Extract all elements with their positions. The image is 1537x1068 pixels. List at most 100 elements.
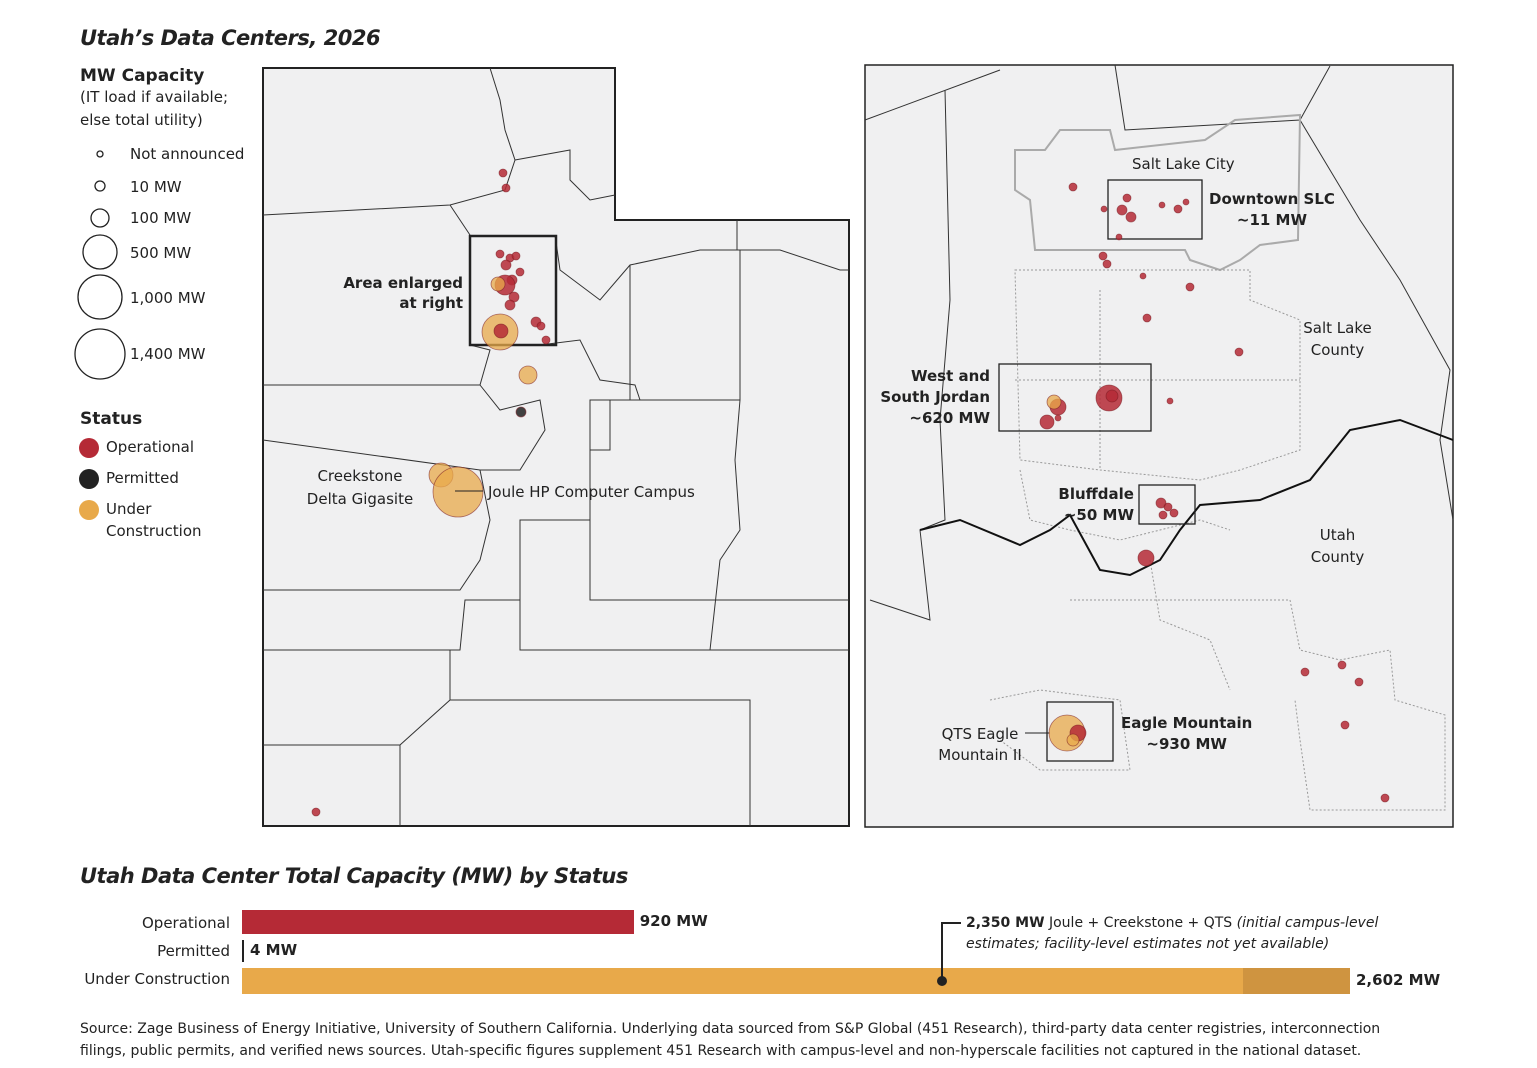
size-circle bbox=[77, 274, 123, 320]
status-legend-title: Status bbox=[80, 409, 143, 429]
operational-site-marker bbox=[493, 323, 509, 339]
under-construction-site-marker bbox=[432, 466, 484, 518]
label-line: Creekstone bbox=[317, 467, 403, 485]
operational-site-marker bbox=[501, 183, 511, 193]
size-circle bbox=[94, 180, 106, 192]
size-circle bbox=[82, 234, 118, 270]
salt-lake-city-boundary bbox=[1014, 113, 1302, 272]
annotation-text: Joule + Creekstone + QTS bbox=[1044, 915, 1237, 931]
inset-boundaries bbox=[864, 64, 1454, 621]
size-legend-circles bbox=[74, 150, 126, 380]
operational-site-marker bbox=[1039, 414, 1055, 430]
legend: MW Capacity (IT load if available; else … bbox=[80, 66, 260, 132]
eagle-mountain-label: Eagle Mountain ~930 MW bbox=[1121, 713, 1252, 755]
operational-site-marker bbox=[1163, 502, 1173, 512]
label-line: Bluffdale bbox=[1058, 485, 1134, 503]
under-construction-site-marker bbox=[1046, 394, 1062, 410]
status-label: Construction bbox=[106, 522, 202, 540]
operational-site-marker bbox=[1354, 677, 1364, 687]
annotation-leader bbox=[941, 922, 961, 924]
label-line: QTS Eagle bbox=[941, 725, 1019, 743]
operational-site-marker bbox=[1380, 793, 1390, 803]
joule-label: Joule HP Computer Campus bbox=[488, 483, 695, 501]
municipal-boundaries bbox=[989, 269, 1446, 811]
size-label: Not announced bbox=[130, 145, 245, 163]
bluffdale-label: Bluffdale ~50 MW bbox=[1040, 484, 1134, 526]
maps bbox=[262, 64, 1454, 828]
operational-site-marker bbox=[1155, 497, 1167, 509]
creekstone-label: Creekstone Delta Gigasite bbox=[290, 465, 430, 511]
annotation-leader bbox=[941, 922, 943, 980]
downtown-slc-label: Downtown SLC ~11 MW bbox=[1209, 189, 1335, 231]
operational-site-marker bbox=[1115, 233, 1123, 241]
size-circle bbox=[90, 208, 110, 228]
label-line: West and bbox=[910, 367, 990, 385]
under-construction-site-marker bbox=[518, 365, 538, 385]
bar-value-label: 920 MW bbox=[639, 912, 708, 930]
bar-value-label: 2,602 MW bbox=[1356, 971, 1441, 989]
county-line bbox=[919, 418, 1454, 577]
operational-site-marker bbox=[1340, 720, 1350, 730]
size-circle bbox=[74, 328, 126, 380]
operational-site-marker bbox=[1234, 347, 1244, 357]
label-line: South Jordan bbox=[880, 388, 990, 406]
operational-site-marker bbox=[515, 267, 525, 277]
slc-label: Salt Lake City bbox=[1132, 155, 1235, 173]
operational-site-marker bbox=[1125, 211, 1137, 223]
operational-site-marker bbox=[1169, 508, 1179, 518]
label-line: ~620 MW bbox=[909, 409, 990, 427]
operational-site-marker bbox=[1102, 259, 1112, 269]
county-boundaries bbox=[262, 67, 849, 826]
west-south-jordan-label: West and South Jordan ~620 MW bbox=[870, 366, 990, 429]
label-line: Delta Gigasite bbox=[306, 490, 414, 508]
operational-site-marker bbox=[1068, 182, 1078, 192]
operational-site-marker bbox=[1158, 201, 1166, 209]
status-label: Operational bbox=[106, 438, 195, 456]
operational-site-marker bbox=[498, 168, 508, 178]
bar-under-construction bbox=[242, 968, 1350, 994]
bar-category-label: Under Construction bbox=[84, 970, 230, 988]
label-line: ~11 MW bbox=[1236, 211, 1308, 229]
size-circle bbox=[96, 150, 104, 158]
annotation-italic: (initial campus-level bbox=[1236, 915, 1379, 931]
operational-site-marker bbox=[1173, 204, 1183, 214]
chart-annotation: 2,350 MW Joule + Creekstone + QTS (initi… bbox=[966, 913, 1406, 955]
operational-site-marker bbox=[536, 321, 546, 331]
label-line: at right bbox=[399, 294, 463, 312]
operational-site-marker bbox=[1122, 193, 1132, 203]
operational-site-marker bbox=[1100, 205, 1108, 213]
source-line: filings, public permits, and verified ne… bbox=[80, 1043, 1362, 1059]
operational-site-marker bbox=[1105, 389, 1119, 403]
size-label: 1,000 MW bbox=[130, 289, 206, 307]
status-label: Permitted bbox=[106, 469, 179, 487]
operational-site-marker bbox=[1116, 204, 1128, 216]
label-line: County bbox=[1310, 341, 1365, 359]
bar-permitted bbox=[242, 940, 244, 962]
size-label: 1,400 MW bbox=[130, 345, 206, 363]
annotation-bold: 2,350 MW bbox=[966, 915, 1045, 931]
operational-site-marker bbox=[1182, 198, 1190, 206]
capacity-legend-title: MW Capacity bbox=[80, 66, 205, 86]
utah-state-map bbox=[262, 67, 850, 827]
label-line: ~930 MW bbox=[1146, 735, 1227, 753]
operational-site-marker bbox=[504, 299, 516, 311]
operational-site-marker bbox=[1158, 510, 1168, 520]
label-line: ~50 MW bbox=[1063, 506, 1134, 524]
utah-county-label: Utah County bbox=[1300, 524, 1375, 568]
operational-site-marker bbox=[511, 251, 521, 261]
label-line: Eagle Mountain bbox=[1121, 714, 1253, 732]
bar-category-label: Operational bbox=[141, 914, 230, 932]
operational-swatch bbox=[79, 438, 99, 458]
inset-boxes bbox=[998, 179, 1203, 762]
operational-site-marker bbox=[541, 335, 551, 345]
operational-site-marker bbox=[1337, 660, 1347, 670]
salt-lake-county-label: Salt Lake County bbox=[1295, 317, 1380, 361]
bar-category-label: Permitted bbox=[157, 942, 230, 960]
size-label: 10 MW bbox=[130, 178, 182, 196]
inset-map bbox=[864, 64, 1454, 828]
operational-site-marker bbox=[1185, 282, 1195, 292]
source-note: Source: Zage Business of Energy Initiati… bbox=[80, 1018, 1460, 1062]
label-line: County bbox=[1310, 548, 1365, 566]
size-label: 500 MW bbox=[130, 244, 192, 262]
operational-site-marker bbox=[500, 259, 512, 271]
